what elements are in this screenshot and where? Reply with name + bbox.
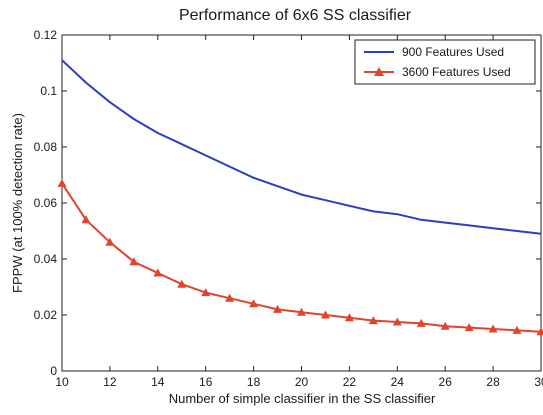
y-tick-label: 0.06: [34, 196, 58, 210]
x-axis-label: Number of simple classifier in the SS cl…: [169, 391, 436, 406]
x-tick-label: 28: [486, 375, 500, 389]
y-tick-label: 0: [50, 364, 57, 378]
x-tick-label: 22: [343, 375, 357, 389]
y-tick-label: 0.1: [40, 84, 57, 98]
legend-label-900: 900 Features Used: [402, 45, 504, 59]
x-tick-label: 26: [439, 375, 453, 389]
y-tick-label: 0.04: [34, 252, 58, 266]
x-tick-label: 24: [391, 375, 405, 389]
x-tick-label: 14: [151, 375, 165, 389]
x-tick-label: 18: [247, 375, 261, 389]
chart-title: Performance of 6x6 SS classifier: [179, 7, 412, 24]
y-tick-label: 0.02: [34, 308, 58, 322]
legend: 900 Features Used 3600 Features Used: [355, 40, 535, 84]
legend-label-3600: 3600 Features Used: [402, 65, 511, 79]
x-tick-label: 30: [534, 375, 543, 389]
y-tick-label: 0.12: [34, 28, 58, 42]
x-tick-label: 12: [103, 375, 117, 389]
x-tick-label: 16: [199, 375, 213, 389]
plot-area: [62, 35, 541, 371]
x-tick-label: 20: [295, 375, 309, 389]
x-tick-label: 10: [55, 375, 69, 389]
y-axis-label: FPPW (at 100% detection rate): [10, 113, 25, 293]
y-tick-label: 0.08: [34, 140, 58, 154]
